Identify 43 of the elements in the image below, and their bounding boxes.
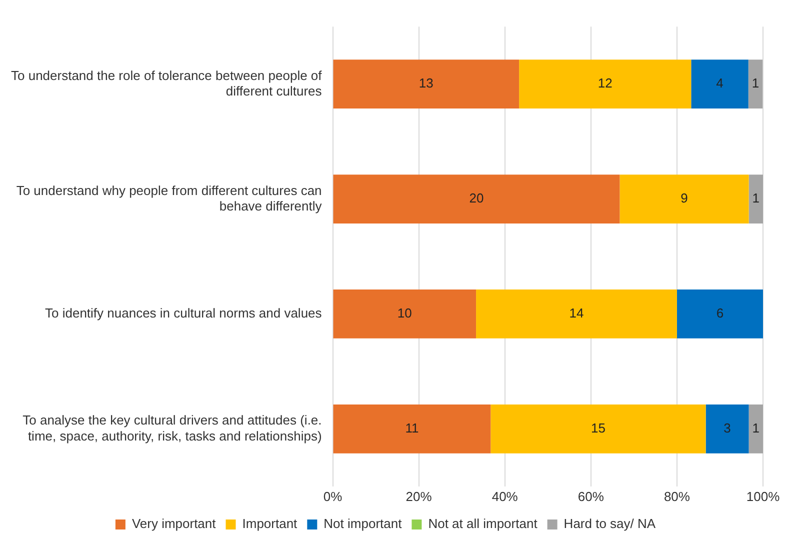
legend-label: Very important (132, 516, 216, 532)
bar (519, 60, 692, 108)
x-tick-label: 80% (664, 488, 690, 504)
annotation: 12 (598, 76, 612, 91)
annotation: 13 (418, 76, 434, 91)
y-tick-label: To identify nuances in cultural norms and values (45, 306, 322, 321)
annotation: 1 (752, 420, 760, 436)
bar (333, 60, 520, 108)
annotation: 1 (752, 76, 760, 91)
bar (748, 60, 763, 108)
annotation: 11 (405, 420, 419, 436)
bar (748, 404, 763, 454)
bar (691, 60, 748, 108)
bar (333, 290, 476, 338)
annotation: 9 (680, 190, 688, 206)
x-tick-label: 60% (578, 488, 604, 504)
legend-label: Hard to say/ NA (564, 516, 656, 532)
x-tick-label: 0% (323, 488, 343, 504)
annotation: 4 (716, 76, 724, 91)
bar (706, 404, 749, 454)
bar (676, 290, 763, 338)
legend-label: Not important (324, 516, 402, 532)
bar (490, 404, 706, 454)
legend-label: Important (242, 516, 298, 532)
x-tick-label: 100% (746, 488, 780, 504)
y-tick-label: To understand why people from different cultures can behave differently (16, 182, 322, 214)
bar (333, 174, 620, 224)
annotation: 1 (752, 190, 760, 206)
annotation: 14 (569, 306, 584, 321)
legend-label: Not at all important (428, 516, 538, 532)
bar (620, 174, 749, 224)
y-tick-label: To analyse the key cultural drivers and attitudes (i.e. time, space, authority, risk, tasks and relationships) (22, 412, 322, 444)
annotation: 6 (716, 306, 724, 321)
annotation: 20 (469, 190, 484, 206)
bar (748, 174, 763, 224)
annotation: 15 (590, 420, 606, 436)
x-tick-label: 40% (492, 488, 518, 504)
y-tick-label: To understand the role of tolerance between people of different cultures (10, 68, 322, 98)
x-tick-label: 20% (406, 488, 432, 504)
annotation: 10 (397, 306, 412, 321)
bar (476, 290, 677, 338)
annotation: 3 (724, 420, 731, 436)
bar (333, 404, 491, 454)
